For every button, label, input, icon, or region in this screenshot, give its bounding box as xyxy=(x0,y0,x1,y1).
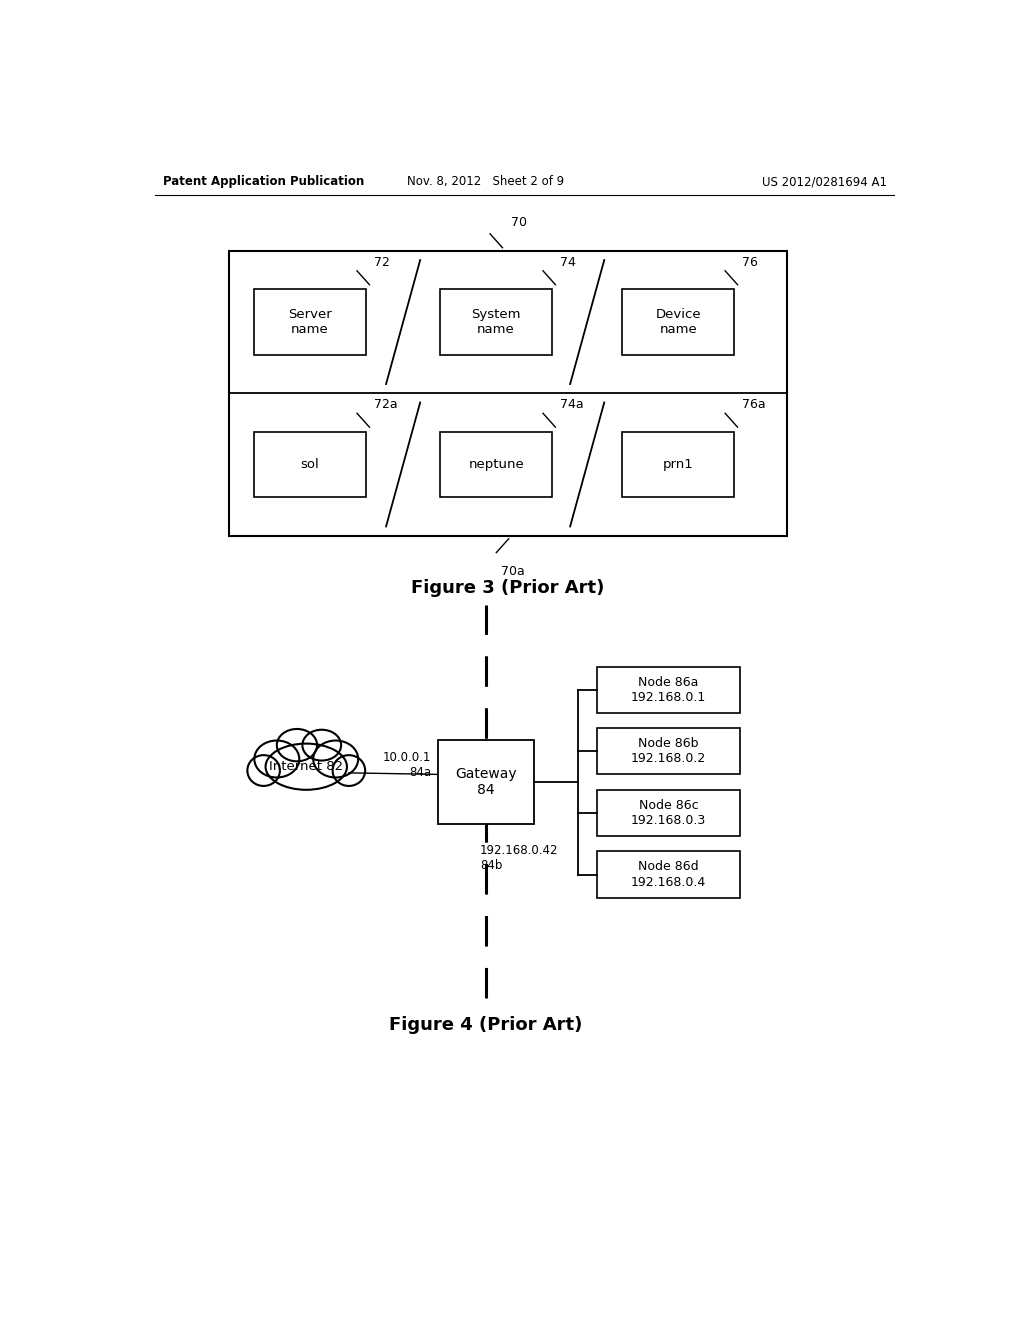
Text: prn1: prn1 xyxy=(663,458,693,471)
FancyBboxPatch shape xyxy=(622,432,734,498)
Text: Node 86b: Node 86b xyxy=(638,737,698,750)
Text: Nov. 8, 2012   Sheet 2 of 9: Nov. 8, 2012 Sheet 2 of 9 xyxy=(408,176,564,187)
Text: neptune: neptune xyxy=(468,458,524,471)
Text: 192.168.0.42
84b: 192.168.0.42 84b xyxy=(480,845,558,873)
Text: Internet 82: Internet 82 xyxy=(269,760,343,774)
Text: 192.168.0.4: 192.168.0.4 xyxy=(631,875,707,888)
Text: Node 86a: Node 86a xyxy=(638,676,698,689)
FancyBboxPatch shape xyxy=(597,729,740,775)
Text: 72: 72 xyxy=(374,256,390,268)
Text: Patent Application Publication: Patent Application Publication xyxy=(163,176,365,187)
Text: Gateway
84: Gateway 84 xyxy=(456,767,517,797)
Ellipse shape xyxy=(254,741,299,777)
Text: Device
name: Device name xyxy=(655,308,701,337)
Text: 76a: 76a xyxy=(742,397,766,411)
FancyBboxPatch shape xyxy=(437,739,535,825)
FancyBboxPatch shape xyxy=(440,432,552,498)
Ellipse shape xyxy=(276,729,317,762)
FancyBboxPatch shape xyxy=(597,851,740,898)
Ellipse shape xyxy=(248,755,280,785)
Ellipse shape xyxy=(265,743,347,789)
Text: Figure 3 (Prior Art): Figure 3 (Prior Art) xyxy=(411,579,604,597)
Text: Server
name: Server name xyxy=(288,308,332,337)
FancyBboxPatch shape xyxy=(597,789,740,836)
FancyBboxPatch shape xyxy=(254,289,367,355)
Text: Figure 4 (Prior Art): Figure 4 (Prior Art) xyxy=(389,1015,583,1034)
FancyBboxPatch shape xyxy=(597,667,740,713)
Text: 192.168.0.2: 192.168.0.2 xyxy=(631,752,707,766)
FancyBboxPatch shape xyxy=(254,432,367,498)
FancyBboxPatch shape xyxy=(440,289,552,355)
Text: 76: 76 xyxy=(742,256,758,268)
Text: 72a: 72a xyxy=(374,397,397,411)
Text: 192.168.0.1: 192.168.0.1 xyxy=(631,690,707,704)
Ellipse shape xyxy=(302,730,341,760)
Text: 74a: 74a xyxy=(560,397,584,411)
FancyBboxPatch shape xyxy=(228,251,786,536)
Text: US 2012/0281694 A1: US 2012/0281694 A1 xyxy=(763,176,888,187)
Text: 192.168.0.3: 192.168.0.3 xyxy=(631,814,707,828)
Text: 70: 70 xyxy=(511,216,527,230)
Text: System
name: System name xyxy=(471,308,521,337)
Text: Node 86d: Node 86d xyxy=(638,861,698,874)
FancyBboxPatch shape xyxy=(622,289,734,355)
Text: 10.0.0.1
84a: 10.0.0.1 84a xyxy=(383,751,431,779)
Text: 74: 74 xyxy=(560,256,575,268)
Text: 70a: 70a xyxy=(501,565,524,578)
Ellipse shape xyxy=(313,741,358,777)
Text: Node 86c: Node 86c xyxy=(639,799,698,812)
Text: sol: sol xyxy=(301,458,319,471)
Ellipse shape xyxy=(333,755,366,785)
